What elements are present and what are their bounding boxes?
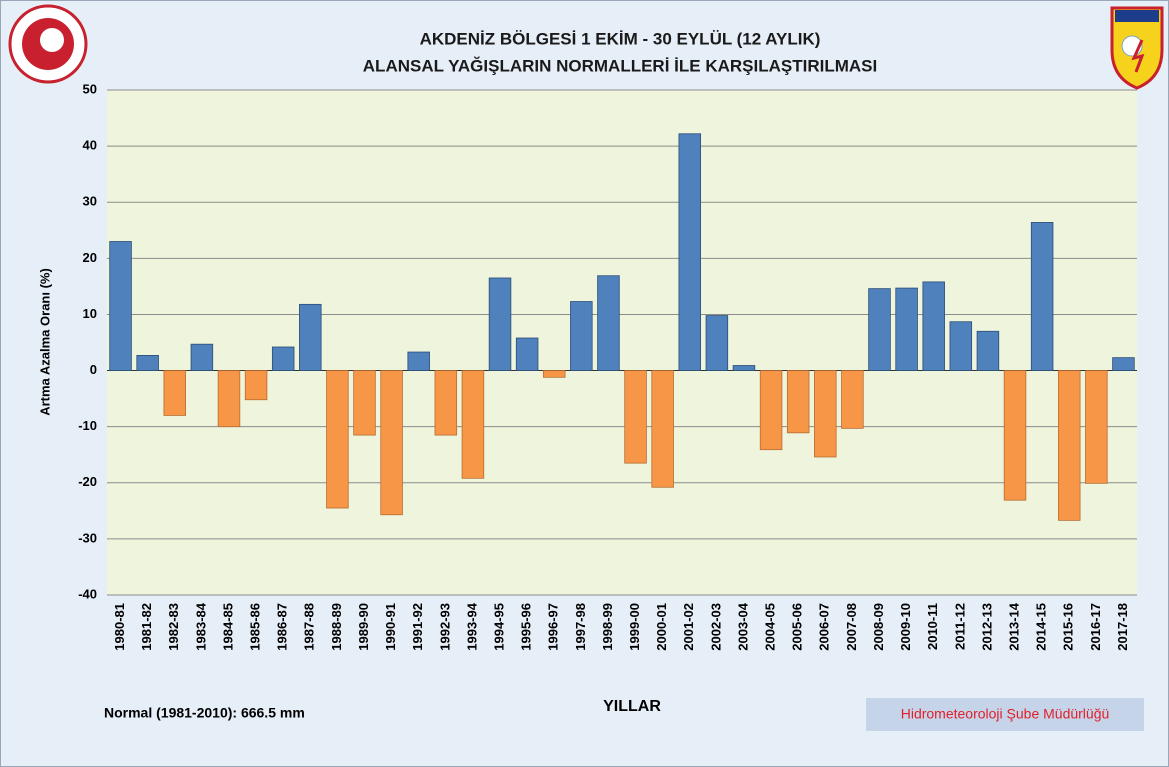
y-tick-label: 30 — [83, 194, 97, 209]
x-tick-label: 2006-07 — [817, 603, 832, 651]
bar — [489, 278, 511, 371]
x-tick-label: 2011-12 — [952, 603, 967, 650]
x-tick-label: 1998-99 — [600, 603, 615, 651]
credit: Hidrometeoroloji Şube Müdürlüğü — [901, 706, 1110, 722]
x-axis-label: YILLAR — [603, 698, 661, 715]
bar — [733, 366, 755, 371]
bar — [299, 304, 321, 370]
y-tick-label: -30 — [78, 530, 97, 545]
bar — [1004, 371, 1026, 501]
x-tick-label: 1995-96 — [519, 603, 534, 651]
x-tick-label: 2014-15 — [1034, 603, 1049, 651]
bar — [1113, 358, 1135, 371]
x-tick-label: 2015-16 — [1061, 603, 1076, 651]
x-tick-label: 2008-09 — [871, 603, 886, 651]
bar — [760, 371, 782, 450]
bar — [950, 322, 972, 371]
x-tick-label: 1997-98 — [573, 603, 588, 651]
bar — [516, 338, 538, 371]
bar — [137, 355, 159, 370]
bar — [1031, 222, 1053, 370]
bar — [1058, 371, 1080, 521]
bar — [164, 371, 186, 416]
y-axis-label: Artma Azalma Oranı (%) — [37, 268, 52, 416]
x-tick-label: 1981-82 — [139, 603, 154, 651]
x-tick-label: 1988-89 — [329, 603, 344, 651]
x-tick-label: 2010-11 — [925, 603, 940, 650]
x-tick-label: 1992-93 — [437, 603, 452, 651]
bar — [191, 344, 213, 370]
x-tick-label: 2005-06 — [790, 603, 805, 651]
y-tick-label: 50 — [83, 81, 97, 96]
x-tick-label: 1996-97 — [546, 603, 561, 651]
x-tick-label: 1984-85 — [220, 603, 235, 651]
x-tick-label: 2003-04 — [735, 602, 750, 650]
bar — [354, 371, 376, 436]
bar — [408, 352, 430, 371]
x-tick-label: 2001-02 — [681, 603, 696, 651]
chart: AKDENİZ BÖLGESİ 1 EKİM - 30 EYLÜL (12 AY… — [0, 0, 1169, 767]
x-tick-label: 2017-18 — [1115, 603, 1130, 651]
x-tick-label: 1991-92 — [410, 603, 425, 651]
x-tick-label: 2007-08 — [844, 603, 859, 651]
bar — [869, 289, 891, 371]
y-tick-label: 0 — [90, 362, 97, 377]
x-tick-label: 2004-05 — [763, 603, 778, 651]
bar — [977, 331, 999, 370]
x-tick-label: 1986-87 — [275, 603, 290, 651]
bar — [896, 288, 918, 370]
bar — [814, 371, 836, 457]
x-tick-label: 2016-17 — [1088, 603, 1103, 651]
y-tick-label: -10 — [78, 418, 97, 433]
y-tick-label: 40 — [83, 138, 97, 153]
bar — [543, 371, 565, 378]
bar — [245, 371, 267, 400]
bar — [218, 371, 240, 427]
x-tick-label: 1985-86 — [248, 603, 263, 651]
x-tick-label: 1990-91 — [383, 603, 398, 651]
normal-note: Normal (1981-2010): 666.5 mm — [104, 705, 305, 721]
y-tick-label: -40 — [78, 586, 97, 601]
bar — [706, 316, 728, 371]
bar — [381, 371, 403, 515]
x-tick-label: 1993-94 — [464, 602, 479, 650]
bar — [435, 371, 457, 436]
bar — [787, 371, 809, 433]
y-tick-label: 20 — [83, 250, 97, 265]
bar — [923, 282, 945, 371]
bar — [598, 276, 620, 371]
bar — [272, 347, 294, 371]
y-tick-label: -20 — [78, 474, 97, 489]
x-tick-label: 1980-81 — [112, 603, 127, 651]
x-tick-label: 1983-84 — [193, 602, 208, 650]
x-tick-label: 2000-01 — [654, 603, 669, 651]
x-tick-label: 2013-14 — [1006, 602, 1021, 650]
chart-subtitle: ALANSAL YAĞIŞLARIN NORMALLERİ İLE KARŞIL… — [363, 56, 877, 75]
y-tick-label: 10 — [83, 306, 97, 321]
x-tick-label: 2002-03 — [708, 603, 723, 651]
bar — [679, 134, 701, 371]
x-tick-label: 2012-13 — [979, 603, 994, 651]
bar — [571, 302, 593, 371]
bar — [652, 371, 674, 488]
bar — [842, 371, 864, 429]
x-tick-label: 1987-88 — [302, 603, 317, 651]
bar — [1086, 371, 1108, 484]
x-tick-label: 1999-00 — [627, 603, 642, 651]
bar — [327, 371, 349, 508]
x-tick-label: 1982-83 — [166, 603, 181, 651]
x-tick-label: 2009-10 — [898, 603, 913, 651]
bar — [625, 371, 647, 464]
ministry-logo — [10, 6, 86, 82]
meteoroloji-logo — [1112, 8, 1162, 88]
x-tick-label: 1994-95 — [491, 603, 506, 651]
chart-title: AKDENİZ BÖLGESİ 1 EKİM - 30 EYLÜL (12 AY… — [420, 29, 821, 48]
bar — [462, 371, 484, 479]
bar — [110, 242, 132, 371]
x-tick-label: 1989-90 — [356, 603, 371, 651]
